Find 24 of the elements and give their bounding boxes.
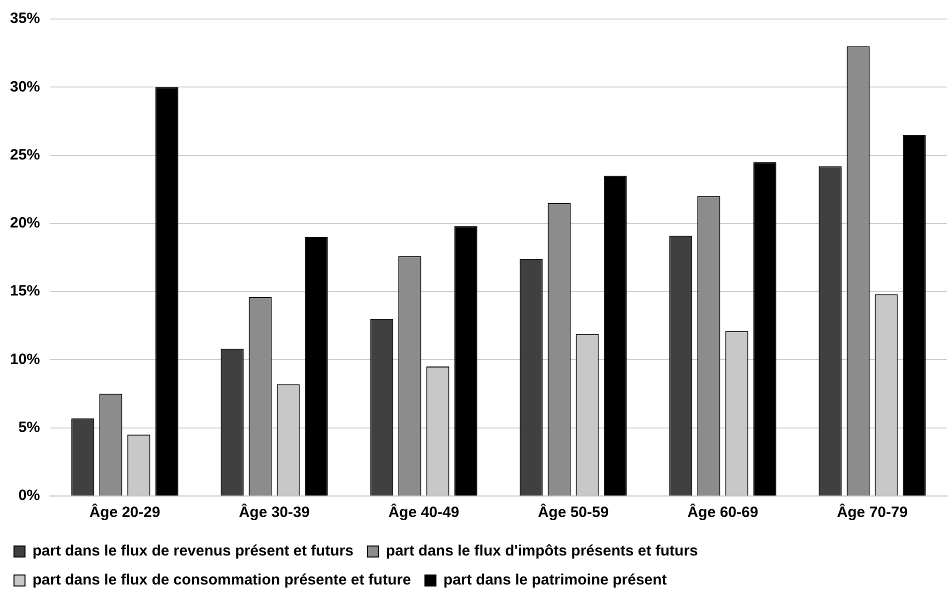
y-tick-label: 5% <box>18 419 40 436</box>
legend-label: part dans le flux d'impôts présents et futurs <box>386 542 698 560</box>
legend-label: part dans le patrimoine présent <box>443 572 667 589</box>
bar <box>155 87 178 496</box>
x-tick-label: Âge 30-39 <box>238 503 310 522</box>
legend-label: part dans le flux de revenus présent et futurs <box>32 542 354 560</box>
bar <box>304 237 328 496</box>
x-tick-label: Âge 50-59 <box>538 503 609 522</box>
bar <box>902 134 926 496</box>
x-tick-label: Âge 60-69 <box>687 503 758 522</box>
x-tick-label: Âge 40-49 <box>388 503 460 522</box>
legend-label: part dans le flux de consommation présente et future <box>32 572 411 589</box>
x-tick-label: Âge 20-29 <box>89 503 160 522</box>
y-tick-label: 20% <box>10 214 40 232</box>
y-tick-label: 35% <box>10 10 40 28</box>
y-tick-label: 0% <box>18 487 40 504</box>
bar <box>753 162 776 496</box>
bar <box>604 176 627 496</box>
y-tick-label: 25% <box>10 146 40 164</box>
y-tick-label: 30% <box>10 78 40 96</box>
x-tick-label: Âge 70-79 <box>836 503 908 522</box>
y-tick-label: 15% <box>10 282 40 300</box>
bar <box>454 226 478 496</box>
y-tick-label: 10% <box>10 350 40 368</box>
